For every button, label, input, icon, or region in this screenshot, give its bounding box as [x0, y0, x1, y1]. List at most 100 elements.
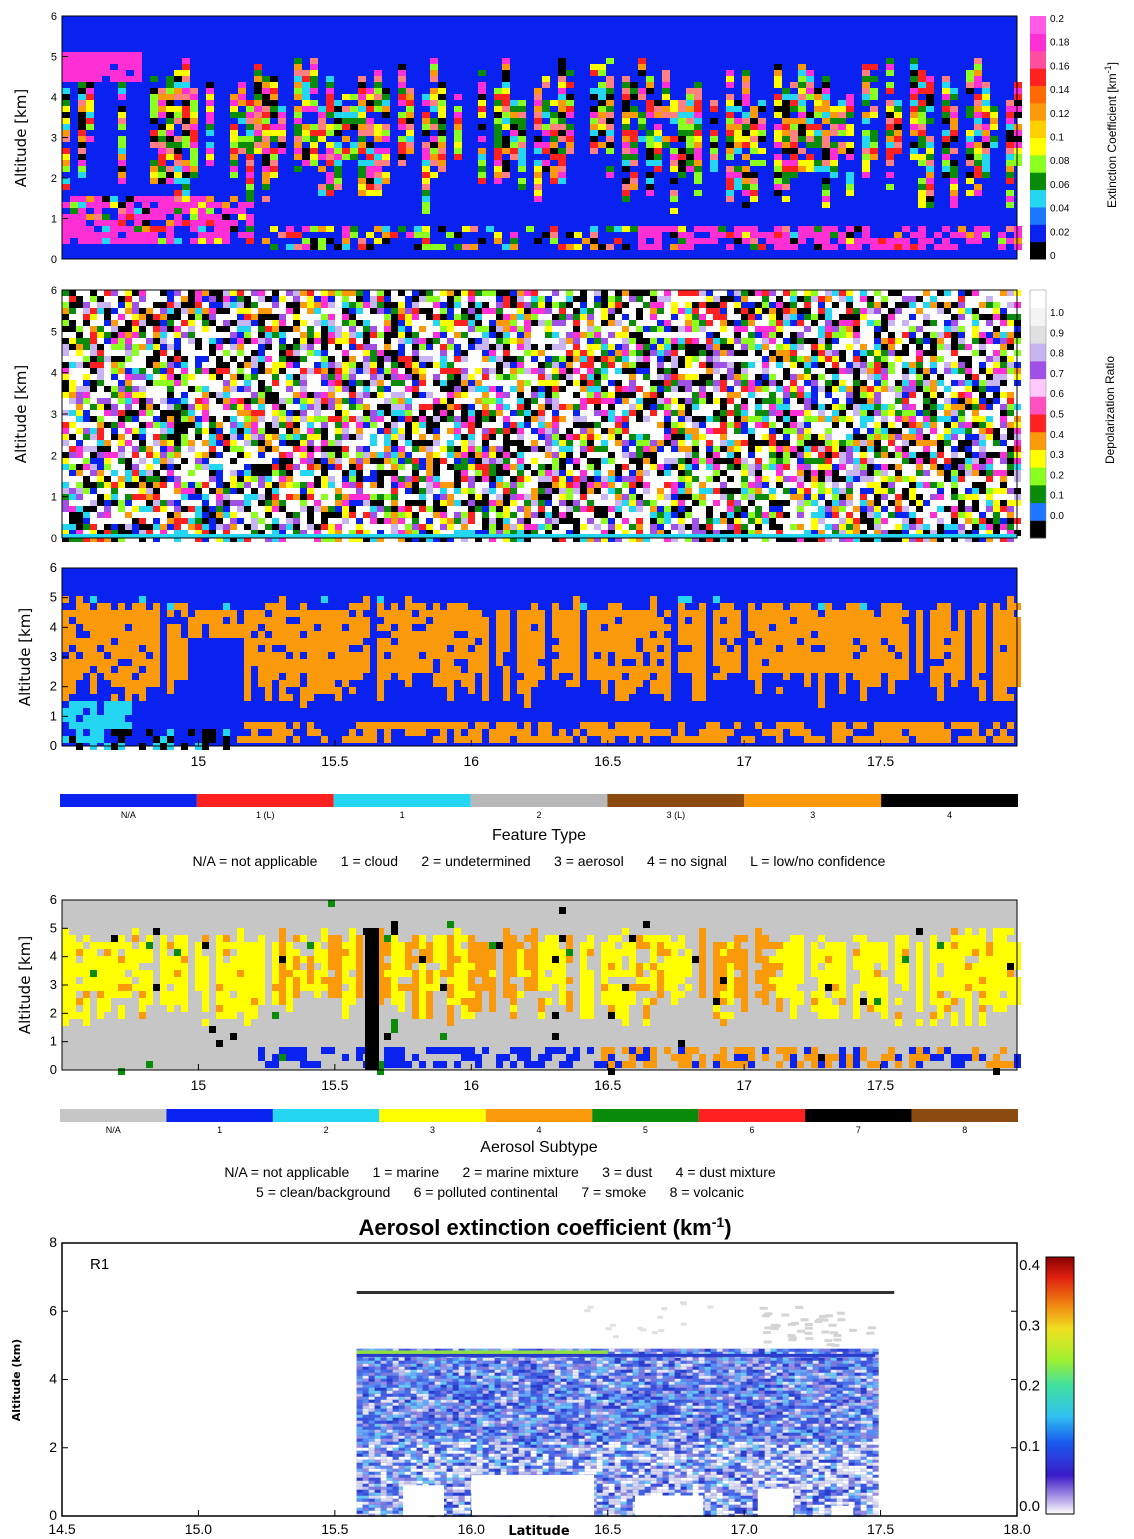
extinction-cell	[1006, 148, 1014, 154]
depolarization-cell	[237, 428, 244, 434]
depolarization-cell	[433, 308, 440, 314]
depolarization-cell	[524, 524, 531, 530]
extinction-cell	[246, 214, 254, 220]
extinction-cell	[726, 232, 734, 238]
extinction-cell	[118, 208, 126, 214]
depolarization-cell	[202, 452, 209, 458]
extinction-cell	[694, 100, 702, 106]
depolarization-cell	[307, 368, 314, 374]
depolarization-cell	[671, 368, 678, 374]
depolarization-cell	[559, 344, 566, 350]
depolarization-cell	[510, 320, 517, 326]
extinction-cell	[158, 154, 166, 160]
extinction-cell	[830, 118, 838, 124]
depolarization-cell	[398, 476, 405, 482]
depolarization-cell	[342, 518, 349, 524]
depolarization-cell	[209, 476, 216, 482]
depolarization-cell	[489, 488, 496, 494]
extinction-cell	[310, 136, 318, 142]
extinction-cell	[478, 94, 486, 100]
depolarization-cell	[62, 332, 69, 338]
extinction-cell	[806, 76, 814, 82]
depolarization-cell	[699, 482, 706, 488]
depolarization-cell	[202, 290, 209, 296]
extinction-cell	[230, 208, 238, 214]
extinction-cell	[94, 232, 102, 238]
extinction-cell	[422, 202, 430, 208]
depolarization-cell	[566, 434, 573, 440]
depolarization-cell	[496, 494, 503, 500]
extinction-cell	[646, 130, 654, 136]
extinction-cell	[422, 166, 430, 172]
extinction-cell	[1006, 106, 1014, 112]
depolarization-cell	[643, 422, 650, 428]
extinction-cell	[78, 160, 86, 166]
depolarization-cell	[594, 464, 601, 470]
extinction-cell	[798, 136, 806, 142]
extinction-cell	[622, 244, 630, 250]
extinction-cell	[190, 238, 198, 244]
depolarization-cell	[363, 440, 370, 446]
depolarization-cell	[713, 452, 720, 458]
extinction-cell	[278, 130, 286, 136]
depolarization-cell	[83, 482, 90, 488]
depolarization-cell	[174, 512, 181, 518]
depolarization-cell	[293, 374, 300, 380]
depolarization-cell	[244, 428, 251, 434]
depolarization-cell	[391, 464, 398, 470]
depolarization-cell	[433, 338, 440, 344]
depolarization-cell	[650, 458, 657, 464]
depolarization-cell	[538, 308, 545, 314]
depolarization-cell	[321, 296, 328, 302]
extinction-cell	[358, 184, 366, 190]
extinction-cell	[398, 112, 406, 118]
depolarization-cell	[272, 536, 279, 542]
depolarization-cell	[118, 440, 125, 446]
depolarization-cell	[69, 524, 76, 530]
depolarization-cell	[685, 464, 692, 470]
colorbar-swatch	[1030, 68, 1046, 86]
depolarization-cell	[279, 338, 286, 344]
depolarization-cell	[664, 464, 671, 470]
depolarization-cell	[384, 422, 391, 428]
extinction-cell	[342, 154, 350, 160]
depolarization-cell	[440, 464, 447, 470]
depolarization-cell	[636, 434, 643, 440]
extinction-cell	[654, 106, 662, 112]
depolarization-cell	[608, 344, 615, 350]
depolarization-cell	[482, 392, 489, 398]
extinction-cell	[790, 244, 798, 250]
extinction-cell	[606, 124, 614, 130]
depolarization-cell	[601, 458, 608, 464]
extinction-cell	[798, 76, 806, 82]
extinction-cell	[382, 154, 390, 160]
depolarization-cell	[62, 446, 69, 452]
depolarization-cell	[629, 392, 636, 398]
extinction-cell	[70, 232, 78, 238]
extinction-cell	[374, 172, 382, 178]
depolarization-cell	[377, 458, 384, 464]
extinction-cell	[558, 136, 566, 142]
depolarization-cell	[601, 500, 608, 506]
depolarization-cell	[62, 422, 69, 428]
extinction-cell	[950, 112, 958, 118]
depolarization-cell	[692, 374, 699, 380]
extinction-cell	[302, 148, 310, 154]
extinction-cell	[230, 166, 238, 172]
depolarization-cell	[412, 296, 419, 302]
extinction-cell	[590, 238, 598, 244]
depolarization-cell	[468, 464, 475, 470]
depolarization-cell	[83, 458, 90, 464]
extinction-cell	[62, 202, 70, 208]
extinction-cell	[470, 244, 478, 250]
depolarization-cell	[342, 314, 349, 320]
depolarization-cell	[713, 338, 720, 344]
extinction-cell	[886, 238, 894, 244]
depolarization-cell	[174, 338, 181, 344]
depolarization-cell	[405, 356, 412, 362]
depolarization-cell	[622, 356, 629, 362]
depolarization-cell	[405, 524, 412, 530]
extinction-cell	[294, 58, 302, 64]
depolarization-cell	[398, 308, 405, 314]
depolarization-cell	[125, 500, 132, 506]
